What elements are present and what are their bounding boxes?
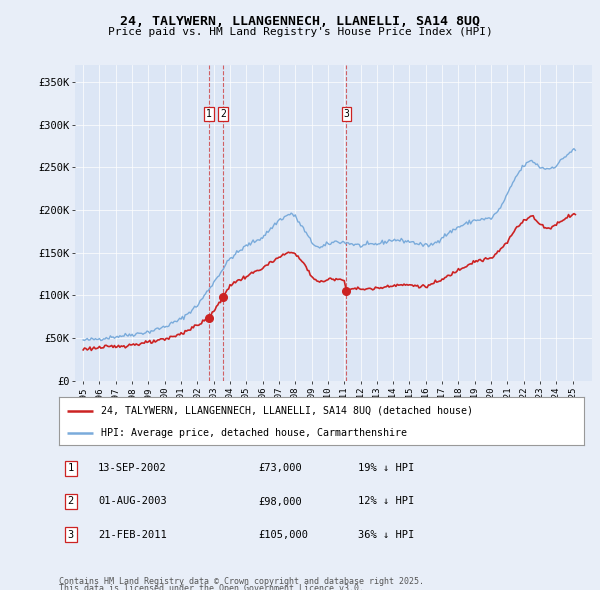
Text: 12% ↓ HPI: 12% ↓ HPI — [358, 497, 415, 506]
Text: 1: 1 — [68, 464, 74, 473]
Text: 36% ↓ HPI: 36% ↓ HPI — [358, 530, 415, 539]
Text: 3: 3 — [68, 530, 74, 539]
Text: 3: 3 — [343, 109, 349, 119]
Text: 19% ↓ HPI: 19% ↓ HPI — [358, 464, 415, 473]
Text: 2: 2 — [68, 497, 74, 506]
Text: HPI: Average price, detached house, Carmarthenshire: HPI: Average price, detached house, Carm… — [101, 428, 407, 438]
Text: This data is licensed under the Open Government Licence v3.0.: This data is licensed under the Open Gov… — [59, 584, 364, 590]
Text: 13-SEP-2002: 13-SEP-2002 — [98, 464, 167, 473]
Text: £98,000: £98,000 — [259, 497, 302, 506]
Text: 24, TALYWERN, LLANGENNECH, LLANELLI, SA14 8UQ: 24, TALYWERN, LLANGENNECH, LLANELLI, SA1… — [120, 15, 480, 28]
Text: 21-FEB-2011: 21-FEB-2011 — [98, 530, 167, 539]
Text: 2: 2 — [220, 109, 226, 119]
Text: 24, TALYWERN, LLANGENNECH, LLANELLI, SA14 8UQ (detached house): 24, TALYWERN, LLANGENNECH, LLANELLI, SA1… — [101, 405, 473, 415]
Text: 1: 1 — [206, 109, 212, 119]
Text: 01-AUG-2003: 01-AUG-2003 — [98, 497, 167, 506]
Text: Price paid vs. HM Land Registry's House Price Index (HPI): Price paid vs. HM Land Registry's House … — [107, 27, 493, 37]
Text: £105,000: £105,000 — [259, 530, 308, 539]
Text: £73,000: £73,000 — [259, 464, 302, 473]
Text: Contains HM Land Registry data © Crown copyright and database right 2025.: Contains HM Land Registry data © Crown c… — [59, 577, 424, 586]
